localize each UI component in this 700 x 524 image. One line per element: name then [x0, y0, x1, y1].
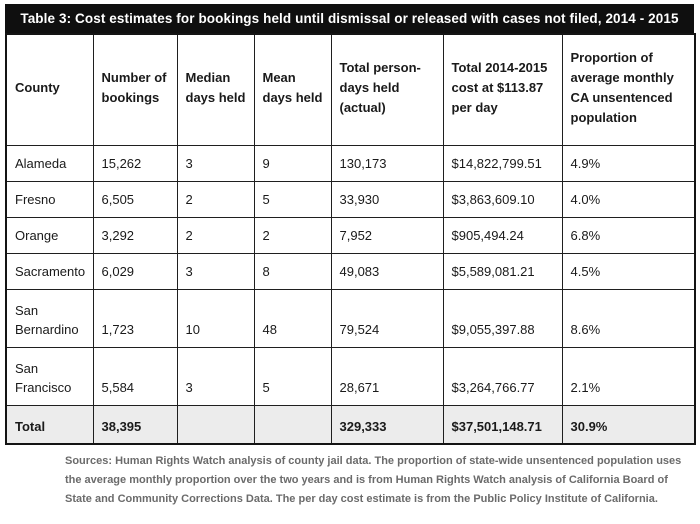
column-header-cost: Total 2014-2015 cost at $113.87 per day: [442, 33, 563, 146]
table-cell: 8.6%: [561, 288, 696, 348]
table-cell: 3: [176, 252, 255, 290]
source-note: Sources: Human Rights Watch analysis of …: [65, 455, 682, 505]
table-cell: 2: [176, 216, 255, 254]
table-cell: 5,584: [92, 346, 178, 406]
table-cell: Orange: [5, 216, 94, 254]
table-cell: 10: [176, 288, 255, 348]
table-cell: 33,930: [330, 180, 444, 218]
table-cell: 4.9%: [561, 144, 696, 182]
cost-estimates-table: County Number of bookings Median days he…: [5, 33, 696, 445]
table-cell: 6.8%: [561, 216, 696, 254]
table-cell: 30.9%: [561, 404, 696, 445]
table-cell: 79,524: [330, 288, 444, 348]
table-cell: $9,055,397.88: [442, 288, 563, 348]
table-cell: 3: [176, 144, 255, 182]
table-cell: 4.5%: [561, 252, 696, 290]
table-cell: $905,494.24: [442, 216, 563, 254]
table-cell: 48: [253, 288, 332, 348]
table-row-fresno: Fresno 6,505 2 5 33,930 $3,863,609.10 4.…: [5, 180, 696, 218]
table-row-total: Total 38,395 329,333 $37,501,148.71 30.9…: [5, 404, 696, 445]
table-cell: 2: [253, 216, 332, 254]
table-row-san-bernardino: San Bernardino 1,723 10 48 79,524 $9,055…: [5, 288, 696, 348]
table-cell: [253, 404, 332, 445]
table-cell: 6,505: [92, 180, 178, 218]
column-header-median-days: Median days held: [176, 33, 255, 146]
table-cell: Sacramento: [5, 252, 94, 290]
table-cell: 28,671: [330, 346, 444, 406]
table-cell: 2: [176, 180, 255, 218]
table-cell: 329,333: [330, 404, 444, 445]
table-cell: San Francisco: [5, 346, 94, 406]
table-cell: Alameda: [5, 144, 94, 182]
table-cell: 130,173: [330, 144, 444, 182]
header-row: County Number of bookings Median days he…: [5, 33, 696, 146]
table-cell: 8: [253, 252, 332, 290]
table-cell: $14,822,799.51: [442, 144, 563, 182]
table-row-san-francisco: San Francisco 5,584 3 5 28,671 $3,264,76…: [5, 346, 696, 406]
cost-estimates-figure: Table 3: Cost estimates for bookings hel…: [5, 4, 696, 509]
table-cell: 5: [253, 180, 332, 218]
table-row-orange: Orange 3,292 2 2 7,952 $905,494.24 6.8%: [5, 216, 696, 254]
table-title-bar: Table 3: Cost estimates for bookings hel…: [5, 4, 694, 33]
table-cell: 1,723: [92, 288, 178, 348]
table-cell: 15,262: [92, 144, 178, 182]
column-header-person-days: Total person-days held (actual): [330, 33, 444, 146]
table-cell: $3,264,766.77: [442, 346, 563, 406]
table-cell: 2.1%: [561, 346, 696, 406]
table-cell: 4.0%: [561, 180, 696, 218]
table-cell: $37,501,148.71: [442, 404, 563, 445]
column-header-mean-days: Mean days held: [253, 33, 332, 146]
table-cell: Fresno: [5, 180, 94, 218]
table-cell: 5: [253, 346, 332, 406]
table-cell: $3,863,609.10: [442, 180, 563, 218]
table-cell: 6,029: [92, 252, 178, 290]
table-cell: 38,395: [92, 404, 178, 445]
table-cell: 9: [253, 144, 332, 182]
table-cell: 3: [176, 346, 255, 406]
table-title: Table 3: Cost estimates for bookings hel…: [20, 11, 679, 26]
table-row-alameda: Alameda 15,262 3 9 130,173 $14,822,799.5…: [5, 144, 696, 182]
table-cell: 3,292: [92, 216, 178, 254]
column-header-county: County: [5, 33, 94, 146]
table-row-sacramento: Sacramento 6,029 3 8 49,083 $5,589,081.2…: [5, 252, 696, 290]
table-cell: 49,083: [330, 252, 444, 290]
column-header-bookings: Number of bookings: [92, 33, 178, 146]
table-cell: $5,589,081.21: [442, 252, 563, 290]
table-cell-total-label: Total: [5, 404, 94, 445]
table-cell: San Bernardino: [5, 288, 94, 348]
column-header-proportion: Proportion of average monthly CA unsente…: [561, 33, 696, 146]
table-cell: [176, 404, 255, 445]
table-cell: 7,952: [330, 216, 444, 254]
